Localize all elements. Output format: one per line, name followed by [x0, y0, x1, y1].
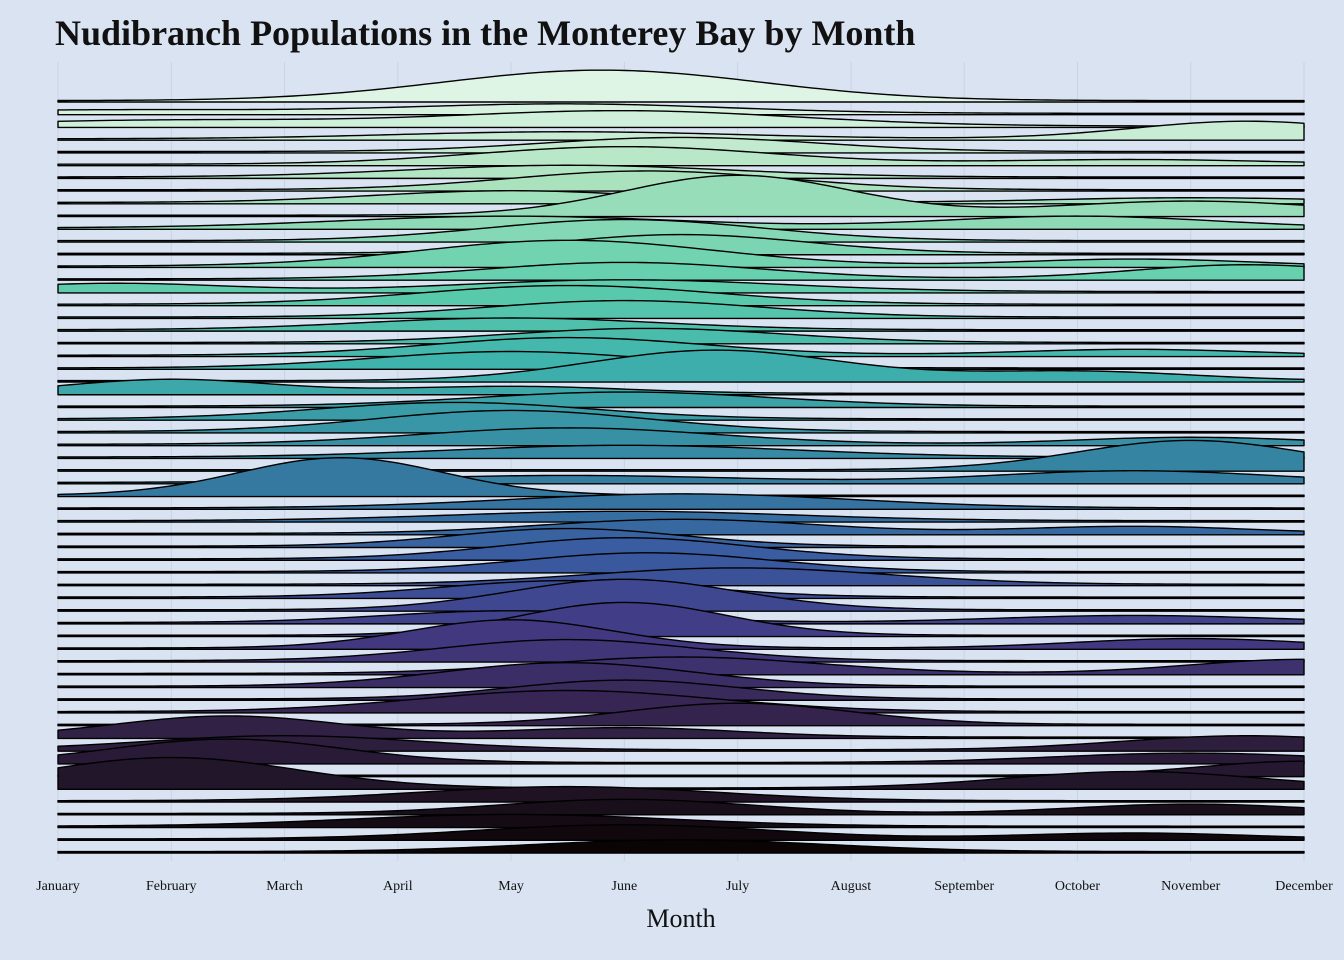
ridge-56	[57, 785, 1305, 803]
ridge-2	[57, 103, 1305, 116]
ridge-37	[57, 537, 1305, 561]
ridge-60	[57, 839, 1305, 854]
ridge-45	[57, 638, 1305, 663]
ridge-46	[57, 656, 1305, 676]
ridge-25	[57, 391, 1305, 409]
x-tick-label: April	[383, 879, 413, 894]
ridge-13	[57, 233, 1305, 256]
ridge-51	[57, 715, 1305, 740]
ridge-53	[57, 738, 1305, 765]
ridge-10	[57, 174, 1305, 218]
ridge-52	[57, 735, 1305, 752]
ridge-3	[57, 109, 1305, 129]
ridge-35	[57, 518, 1305, 536]
chart-title: Nudibranch Populations in the Monterey B…	[55, 13, 916, 53]
x-tick-label: January	[36, 879, 80, 894]
ridge-18	[57, 299, 1305, 320]
ridge-21	[57, 336, 1305, 358]
ridge-36	[57, 527, 1305, 549]
x-tick-label: November	[1161, 879, 1220, 894]
ridge-20	[57, 327, 1305, 345]
ridge-39	[57, 567, 1305, 587]
ridge-34	[57, 510, 1305, 523]
ridge-24	[57, 378, 1305, 396]
ridge-48	[57, 679, 1305, 701]
ridge-57	[57, 798, 1305, 816]
ridge-33	[57, 493, 1305, 511]
ridge-38	[57, 552, 1305, 574]
ridge-4	[57, 120, 1305, 141]
ridge-5	[57, 136, 1305, 154]
x-tick-label: May	[498, 879, 524, 894]
ridge-14	[57, 239, 1305, 269]
ridge-41	[57, 578, 1305, 612]
ridge-6	[57, 145, 1305, 167]
ridges	[57, 69, 1305, 854]
ridge-58	[57, 813, 1305, 829]
x-tick-label: July	[726, 879, 749, 894]
x-axis-ticks: January February March April May June July Augu…	[36, 879, 1333, 894]
x-tick-label: September	[934, 879, 994, 894]
ridge-23	[57, 349, 1305, 383]
ridge-44	[57, 619, 1305, 651]
x-tick-label: March	[266, 879, 303, 894]
x-tick-label: February	[146, 879, 197, 894]
ridge-26	[57, 401, 1305, 421]
ridge-15	[57, 261, 1305, 281]
ridge-59	[57, 824, 1305, 841]
ridge-55	[57, 756, 1305, 791]
x-axis-title: Month	[646, 904, 716, 933]
ridge-47	[57, 662, 1305, 689]
x-tick-label: October	[1055, 879, 1100, 894]
ridge-43	[57, 601, 1305, 638]
ridge-16	[57, 279, 1305, 294]
ridge-49	[57, 689, 1305, 714]
ridge-1	[57, 69, 1305, 103]
x-tick-label: August	[831, 879, 872, 894]
ridge-12	[57, 218, 1305, 243]
ridge-28	[57, 427, 1305, 447]
ridge-17	[57, 284, 1305, 307]
x-tick-label: June	[612, 879, 638, 894]
ridge-19	[57, 317, 1305, 332]
x-tick-label: December	[1275, 879, 1333, 894]
ridge-27	[57, 409, 1305, 434]
